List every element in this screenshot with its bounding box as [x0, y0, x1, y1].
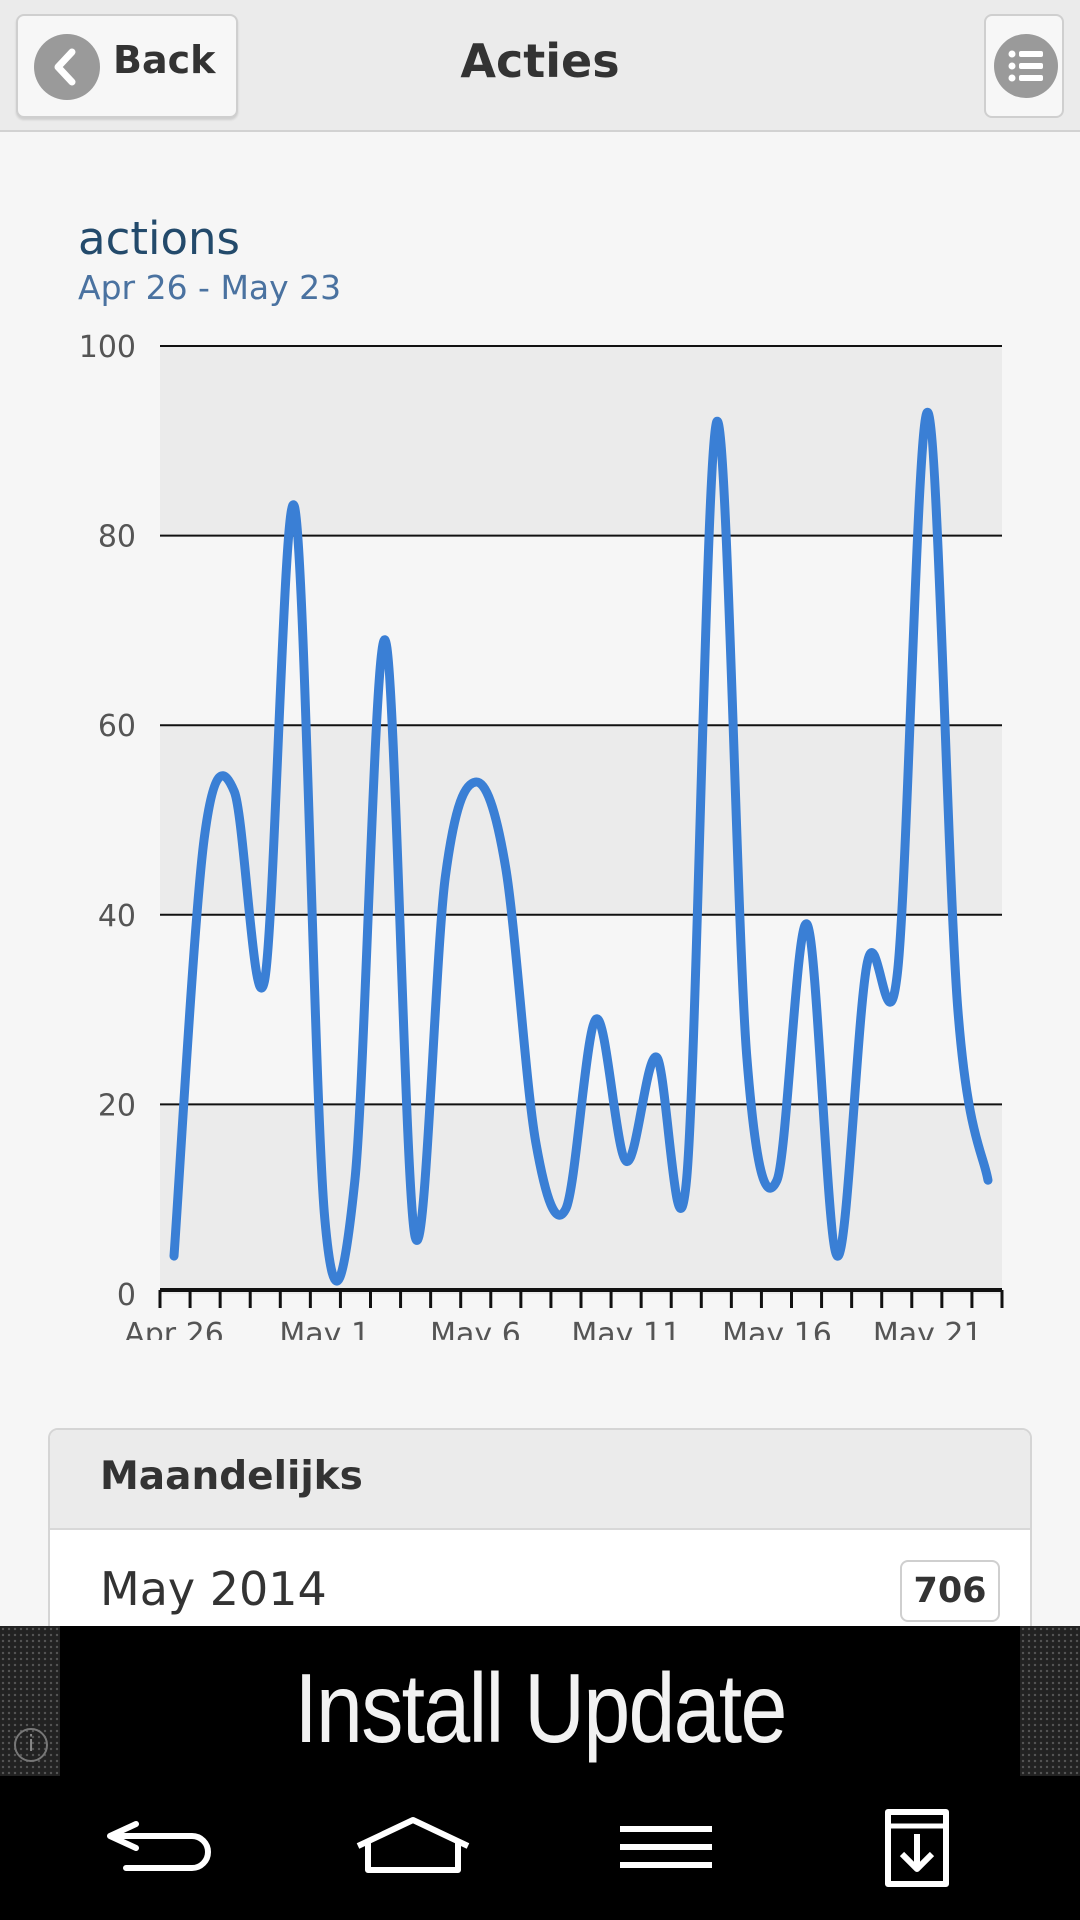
chevron-left-icon [34, 34, 100, 100]
chart-title: actions [78, 212, 240, 265]
x-tick-label: May 6 [430, 1317, 521, 1340]
x-tick-label: May 21 [873, 1317, 983, 1340]
download-box-icon[interactable] [852, 1806, 982, 1890]
page-title: Acties [460, 34, 620, 88]
y-tick-label: 60 [98, 709, 136, 744]
y-tick-label: 0 [117, 1278, 136, 1313]
menu-button[interactable] [984, 14, 1064, 118]
monthly-heading: Maandelijks [100, 1454, 363, 1499]
app-header: Back Acties [0, 0, 1080, 132]
count-badge: 706 [900, 1560, 1000, 1622]
back-label: Back [113, 38, 216, 82]
y-tick-label: 100 [79, 330, 136, 365]
chart-band [160, 346, 1002, 536]
y-tick-label: 80 [98, 520, 136, 555]
ad-text: Install Update [294, 1653, 787, 1763]
month-label: May 2014 [100, 1562, 327, 1616]
menu-lines-icon[interactable] [600, 1806, 730, 1890]
chart-band [160, 725, 1002, 915]
x-tick-label: May 11 [571, 1317, 681, 1340]
x-tick-label: Apr 26 [124, 1317, 224, 1340]
y-tick-label: 40 [98, 899, 136, 934]
system-nav-bar [0, 1776, 1080, 1920]
back-arrow-icon[interactable] [96, 1806, 226, 1890]
list-item[interactable]: May 2014 706 [50, 1530, 1030, 1650]
ad-content[interactable]: Install Update [60, 1626, 1020, 1776]
monthly-panel-header: Maandelijks [50, 1430, 1030, 1530]
ad-banner[interactable]: Install Update [0, 1626, 1080, 1776]
actions-chart: 0 20 40 60 80 100 Apr 26 May 1 May 6 May 11 May 16… [79, 330, 1004, 1340]
series-line [169, 407, 993, 1286]
x-tick-label: May 16 [722, 1317, 832, 1340]
home-icon[interactable] [348, 1806, 478, 1890]
info-icon[interactable]: i [14, 1728, 48, 1762]
chart-subtitle: Apr 26 - May 23 [78, 268, 342, 307]
y-tick-label: 20 [98, 1088, 136, 1123]
list-icon [994, 34, 1058, 98]
back-button[interactable]: Back [16, 14, 238, 118]
x-tick-label: May 1 [279, 1317, 370, 1340]
